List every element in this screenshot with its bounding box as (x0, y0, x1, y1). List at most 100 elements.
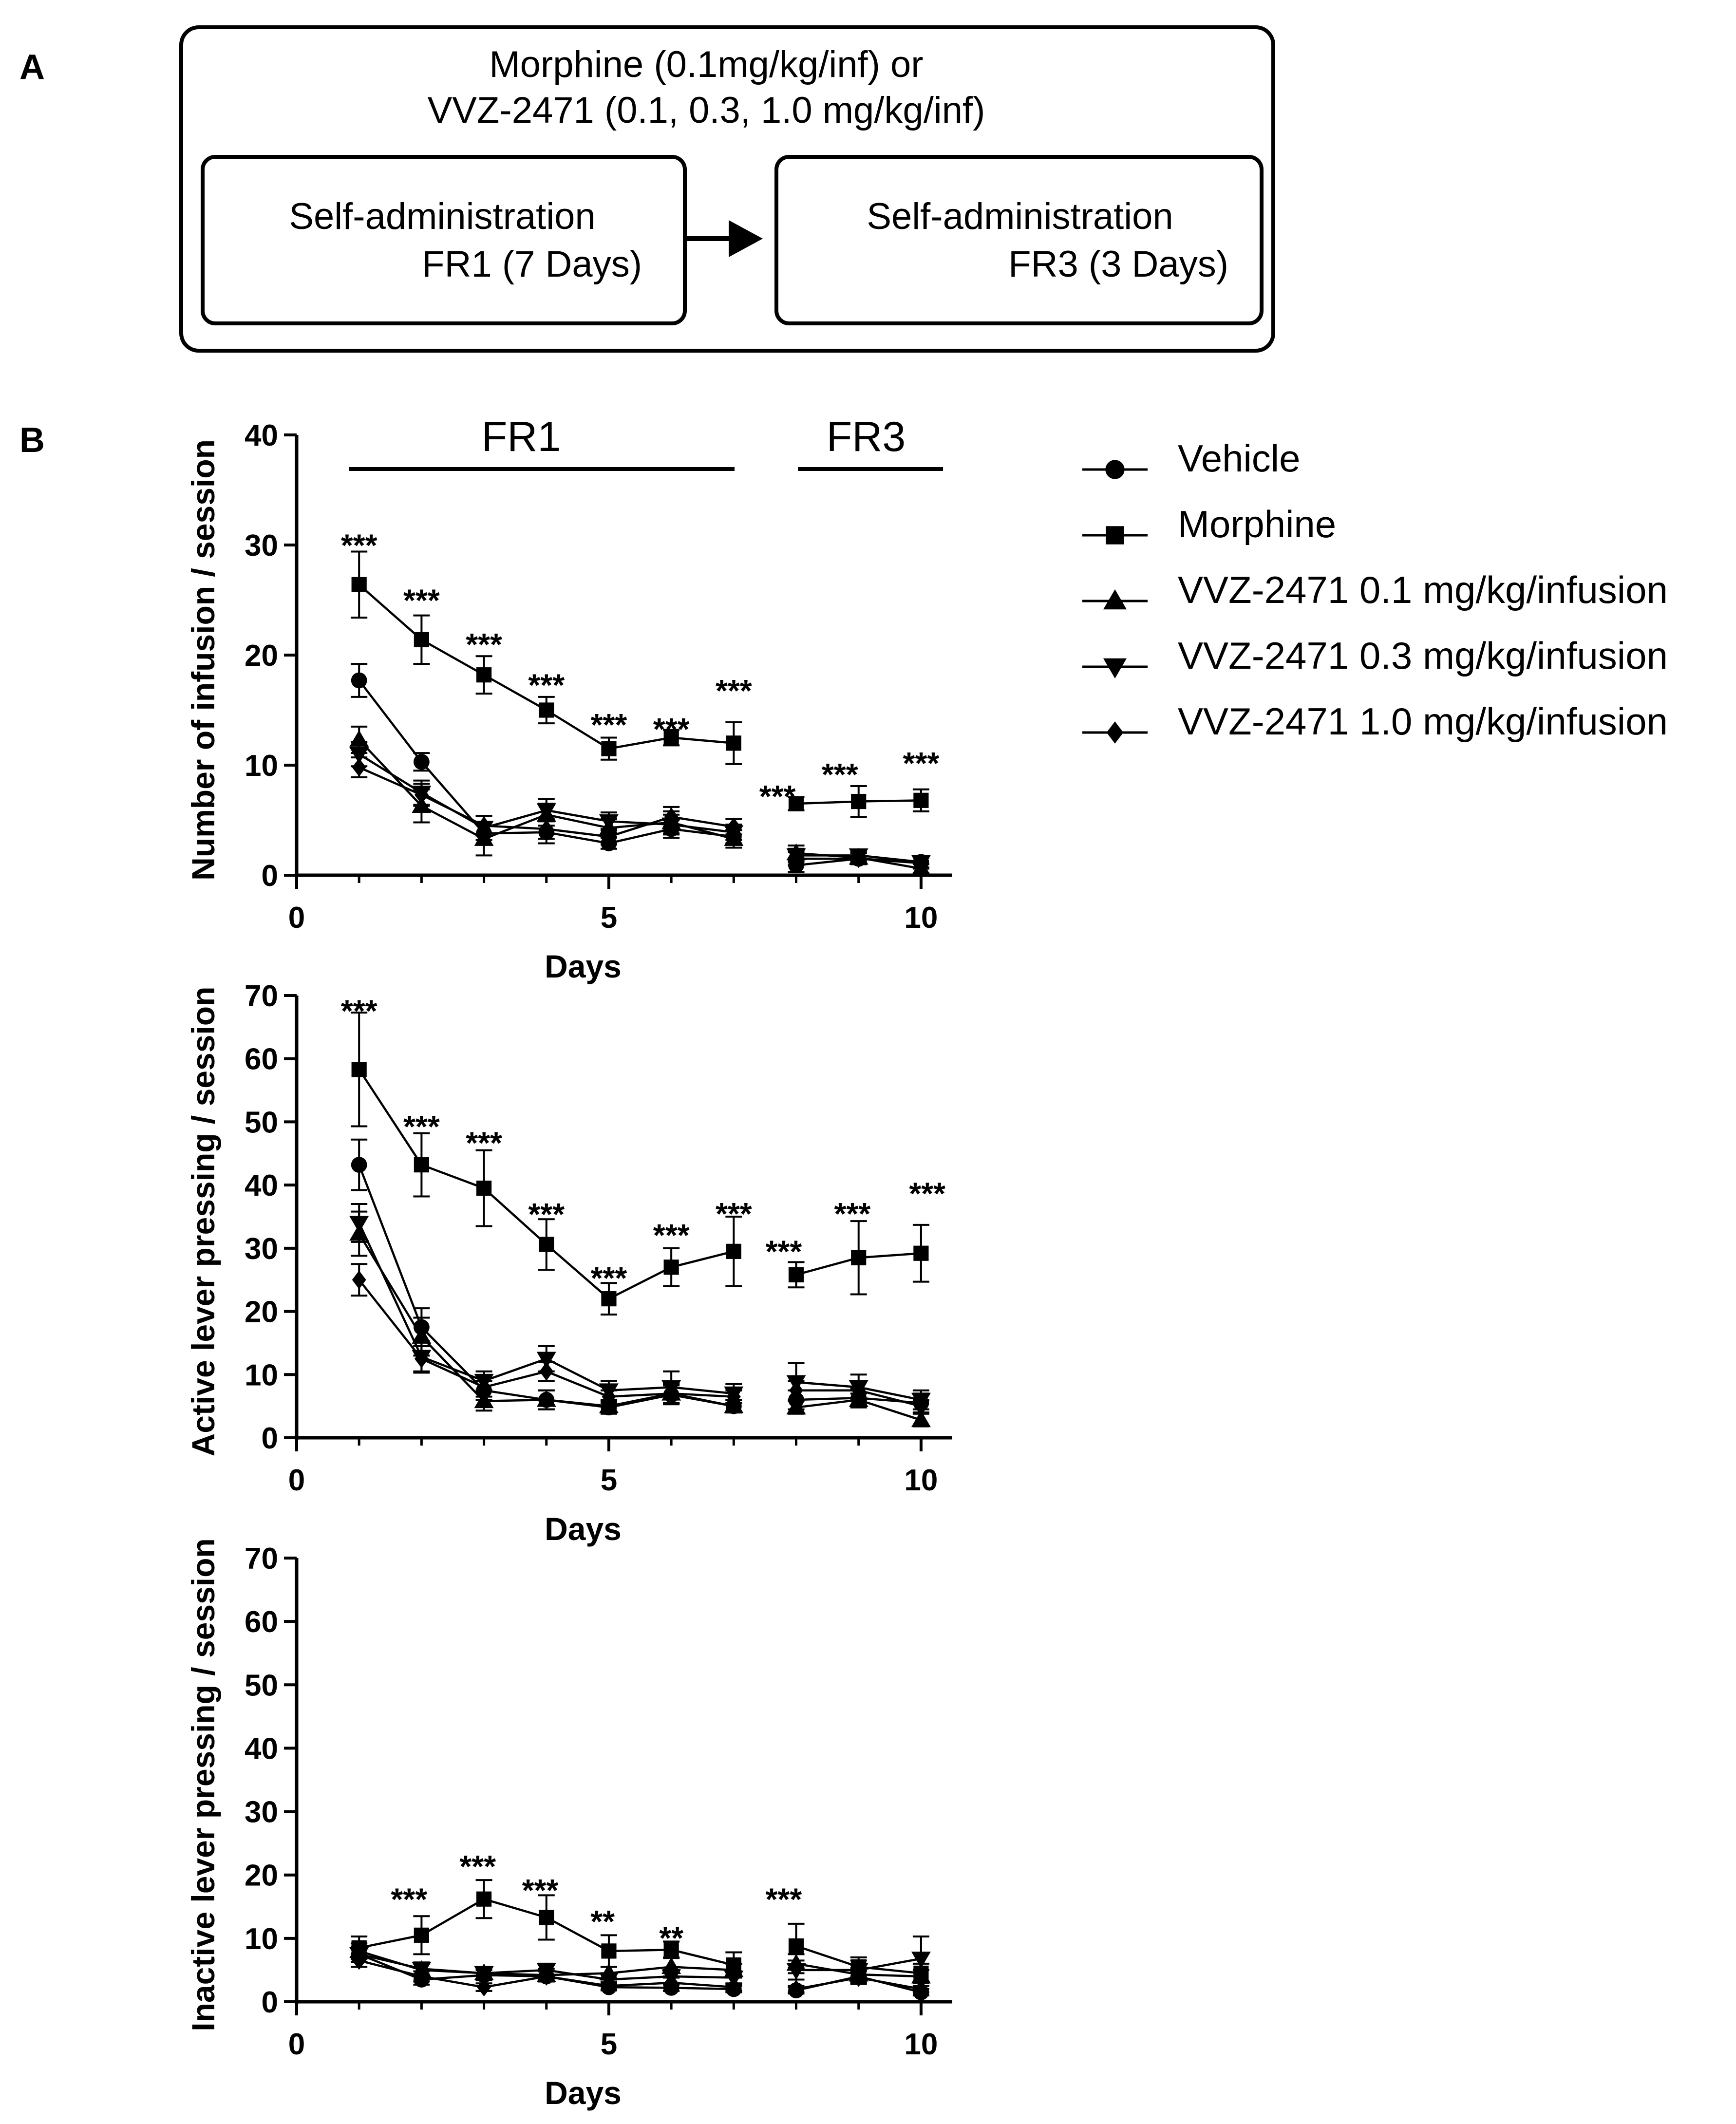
data-point-square (601, 1291, 617, 1307)
x-axis-title: Days (545, 2075, 622, 2111)
y-tick-label: 70 (245, 1542, 278, 1576)
significance-mark: *** (403, 583, 440, 618)
panel-a-label: A (19, 48, 45, 87)
data-point-diamond (352, 758, 366, 777)
significance-mark: *** (466, 627, 502, 662)
legend-marker-diamond (1106, 721, 1124, 744)
legend-label: VVZ-2471 0.3 mg/kg/infusion (1178, 634, 1668, 677)
data-point-circle (351, 672, 367, 689)
x-tick-label: 5 (601, 901, 617, 935)
series-circle (351, 1945, 929, 2000)
y-tick-label: 40 (245, 1169, 278, 1203)
data-point-square (913, 792, 929, 808)
legend-label: Morphine (1178, 503, 1336, 545)
data-point-triangle-up (911, 1410, 931, 1428)
infusion-chart: 0 10 20 30 40 0 5 10 Days Number of infusion / se… (185, 419, 952, 984)
data-point-square (788, 1267, 804, 1282)
legend-item: Morphine (1082, 503, 1336, 545)
y-tick-label: 10 (245, 1922, 278, 1956)
y-axis-title: Number of infusion / session (185, 439, 221, 881)
data-point-square (414, 1927, 429, 1943)
data-point-square (851, 793, 867, 809)
data-point-diamond (726, 1978, 741, 1997)
x-tick-label: 5 (601, 1464, 617, 1497)
significance-mark: *** (653, 712, 690, 747)
data-point-diamond (539, 1967, 554, 1986)
data-point-triangle-down (349, 1216, 369, 1233)
y-tick-label: 30 (245, 1232, 278, 1266)
data-point-square (601, 1943, 617, 1959)
data-point-triangle-down (349, 747, 369, 764)
y-tick-label: 10 (245, 749, 278, 783)
data-point-triangle-up (786, 1397, 806, 1415)
data-point-square (788, 1938, 804, 1954)
series-square (351, 550, 929, 818)
data-point-square (726, 735, 741, 751)
data-point-triangle-up (412, 1327, 432, 1344)
data-point-square (476, 1891, 492, 1907)
data-point-square (414, 632, 429, 647)
y-tick-label: 20 (245, 1296, 278, 1329)
data-point-circle (351, 1157, 367, 1173)
panel-b-label: B (19, 421, 45, 460)
data-point-square (726, 1243, 741, 1259)
y-tick-label: 30 (245, 1796, 278, 1829)
data-point-diamond (789, 1381, 803, 1400)
data-point-diamond (414, 1349, 429, 1368)
legend-marker-square (1106, 526, 1124, 545)
x-tick-label: 0 (288, 1464, 305, 1497)
data-point-diamond (914, 1979, 928, 1998)
y-tick-label: 0 (262, 859, 278, 893)
data-point-square (851, 1250, 867, 1265)
significance-mark: *** (528, 1197, 565, 1232)
x-tick-label: 10 (904, 2028, 938, 2061)
legend-item: VVZ-2471 0.1 mg/kg/infusion (1082, 568, 1668, 611)
legend-item: Vehicle (1082, 437, 1301, 480)
fr1-phase-box (201, 155, 687, 325)
data-point-triangle-down (536, 803, 556, 820)
y-tick-label: 70 (245, 979, 278, 1013)
data-point-diamond (664, 808, 679, 827)
y-tick-label: 20 (245, 1859, 278, 1893)
data-point-diamond (789, 1979, 803, 1998)
significance-mark: *** (591, 1260, 627, 1296)
data-point-square (351, 1062, 367, 1077)
inactive-lever-chart: 0 10 20 30 40 50 60 70 0 5 10 Days Inactive lever pr… (185, 1538, 952, 2111)
data-point-square (663, 1942, 679, 1957)
x-axis-title: Days (545, 1511, 622, 1547)
significance-mark: *** (522, 1873, 559, 1908)
significance-mark: *** (591, 707, 627, 742)
data-point-circle (413, 753, 430, 770)
data-point-square (351, 577, 367, 592)
data-point-square (414, 1157, 429, 1173)
legend-marker-circle (1105, 460, 1125, 479)
data-point-diamond (726, 817, 741, 836)
data-point-diamond (851, 1381, 866, 1400)
drug-line-2: VVZ-2471 (0.1, 0.3, 1.0 mg/kg/inf) (428, 90, 985, 131)
legend-label: VVZ-2471 0.1 mg/kg/infusion (1178, 568, 1668, 611)
data-point-diamond (539, 820, 554, 839)
series-square (351, 1012, 929, 1316)
significance-mark: ** (659, 1920, 683, 1955)
series-diamond (351, 1263, 929, 1416)
significance-mark: *** (716, 1196, 752, 1231)
legend-item: VVZ-2471 1.0 mg/kg/infusion (1082, 700, 1668, 744)
data-point-triangle-down (786, 1963, 806, 1980)
data-point-diamond (914, 1397, 928, 1416)
significance-mark: *** (341, 528, 377, 563)
fr3-phase-box (774, 155, 1264, 325)
fr1-box-line-2: FR1 (7 Days) (422, 244, 642, 285)
y-tick-label: 40 (245, 419, 278, 452)
significance-mark: *** (759, 779, 796, 814)
fr1-box-line-1: Self-administration (289, 196, 595, 237)
y-tick-label: 50 (245, 1669, 278, 1702)
data-point-diamond (477, 816, 491, 835)
data-point-diamond (726, 1387, 741, 1406)
data-point-square (539, 702, 554, 718)
y-tick-label: 0 (262, 1986, 278, 2019)
y-tick-label: 40 (245, 1732, 278, 1766)
significance-mark: *** (766, 1881, 802, 1917)
significance-mark: *** (459, 1849, 496, 1884)
fr3-box-line-1: Self-administration (867, 196, 1173, 237)
